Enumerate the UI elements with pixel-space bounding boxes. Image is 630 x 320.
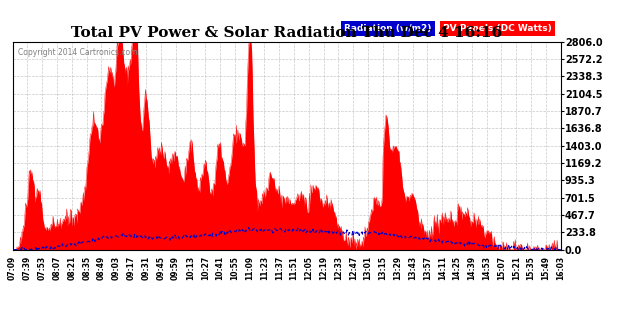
Text: Copyright 2014 Cartronics.com: Copyright 2014 Cartronics.com bbox=[18, 48, 137, 57]
Text: PV Panels (DC Watts): PV Panels (DC Watts) bbox=[443, 24, 552, 33]
Text: Radiation (w/m2): Radiation (w/m2) bbox=[344, 24, 432, 33]
Title: Total PV Power & Solar Radiation Thu Dec 4 16:16: Total PV Power & Solar Radiation Thu Dec… bbox=[71, 27, 502, 40]
